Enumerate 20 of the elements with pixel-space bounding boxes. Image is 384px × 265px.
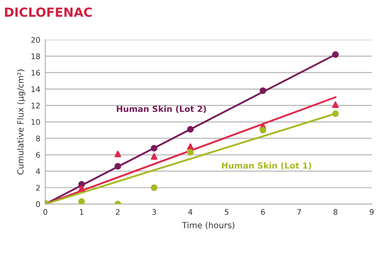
x-axis-title: Time (hours) [182,222,234,230]
point [114,150,122,158]
point [78,198,85,204]
point [114,162,122,170]
point [150,144,158,152]
point [150,153,158,160]
point [260,87,266,94]
point [187,126,194,133]
point [332,51,339,58]
point [260,126,266,134]
y-axis-title: Cumulative Flux (µg/cm²) [17,70,26,174]
point [332,110,339,117]
chart-title: DICLOFENAC [4,7,92,17]
point [150,184,158,191]
point [78,185,85,192]
point [187,149,194,156]
text: Human Skin (Lot 2) [116,106,206,113]
text: Human Skin (Lot 1) [222,162,312,170]
point [332,101,339,108]
point [187,143,194,150]
